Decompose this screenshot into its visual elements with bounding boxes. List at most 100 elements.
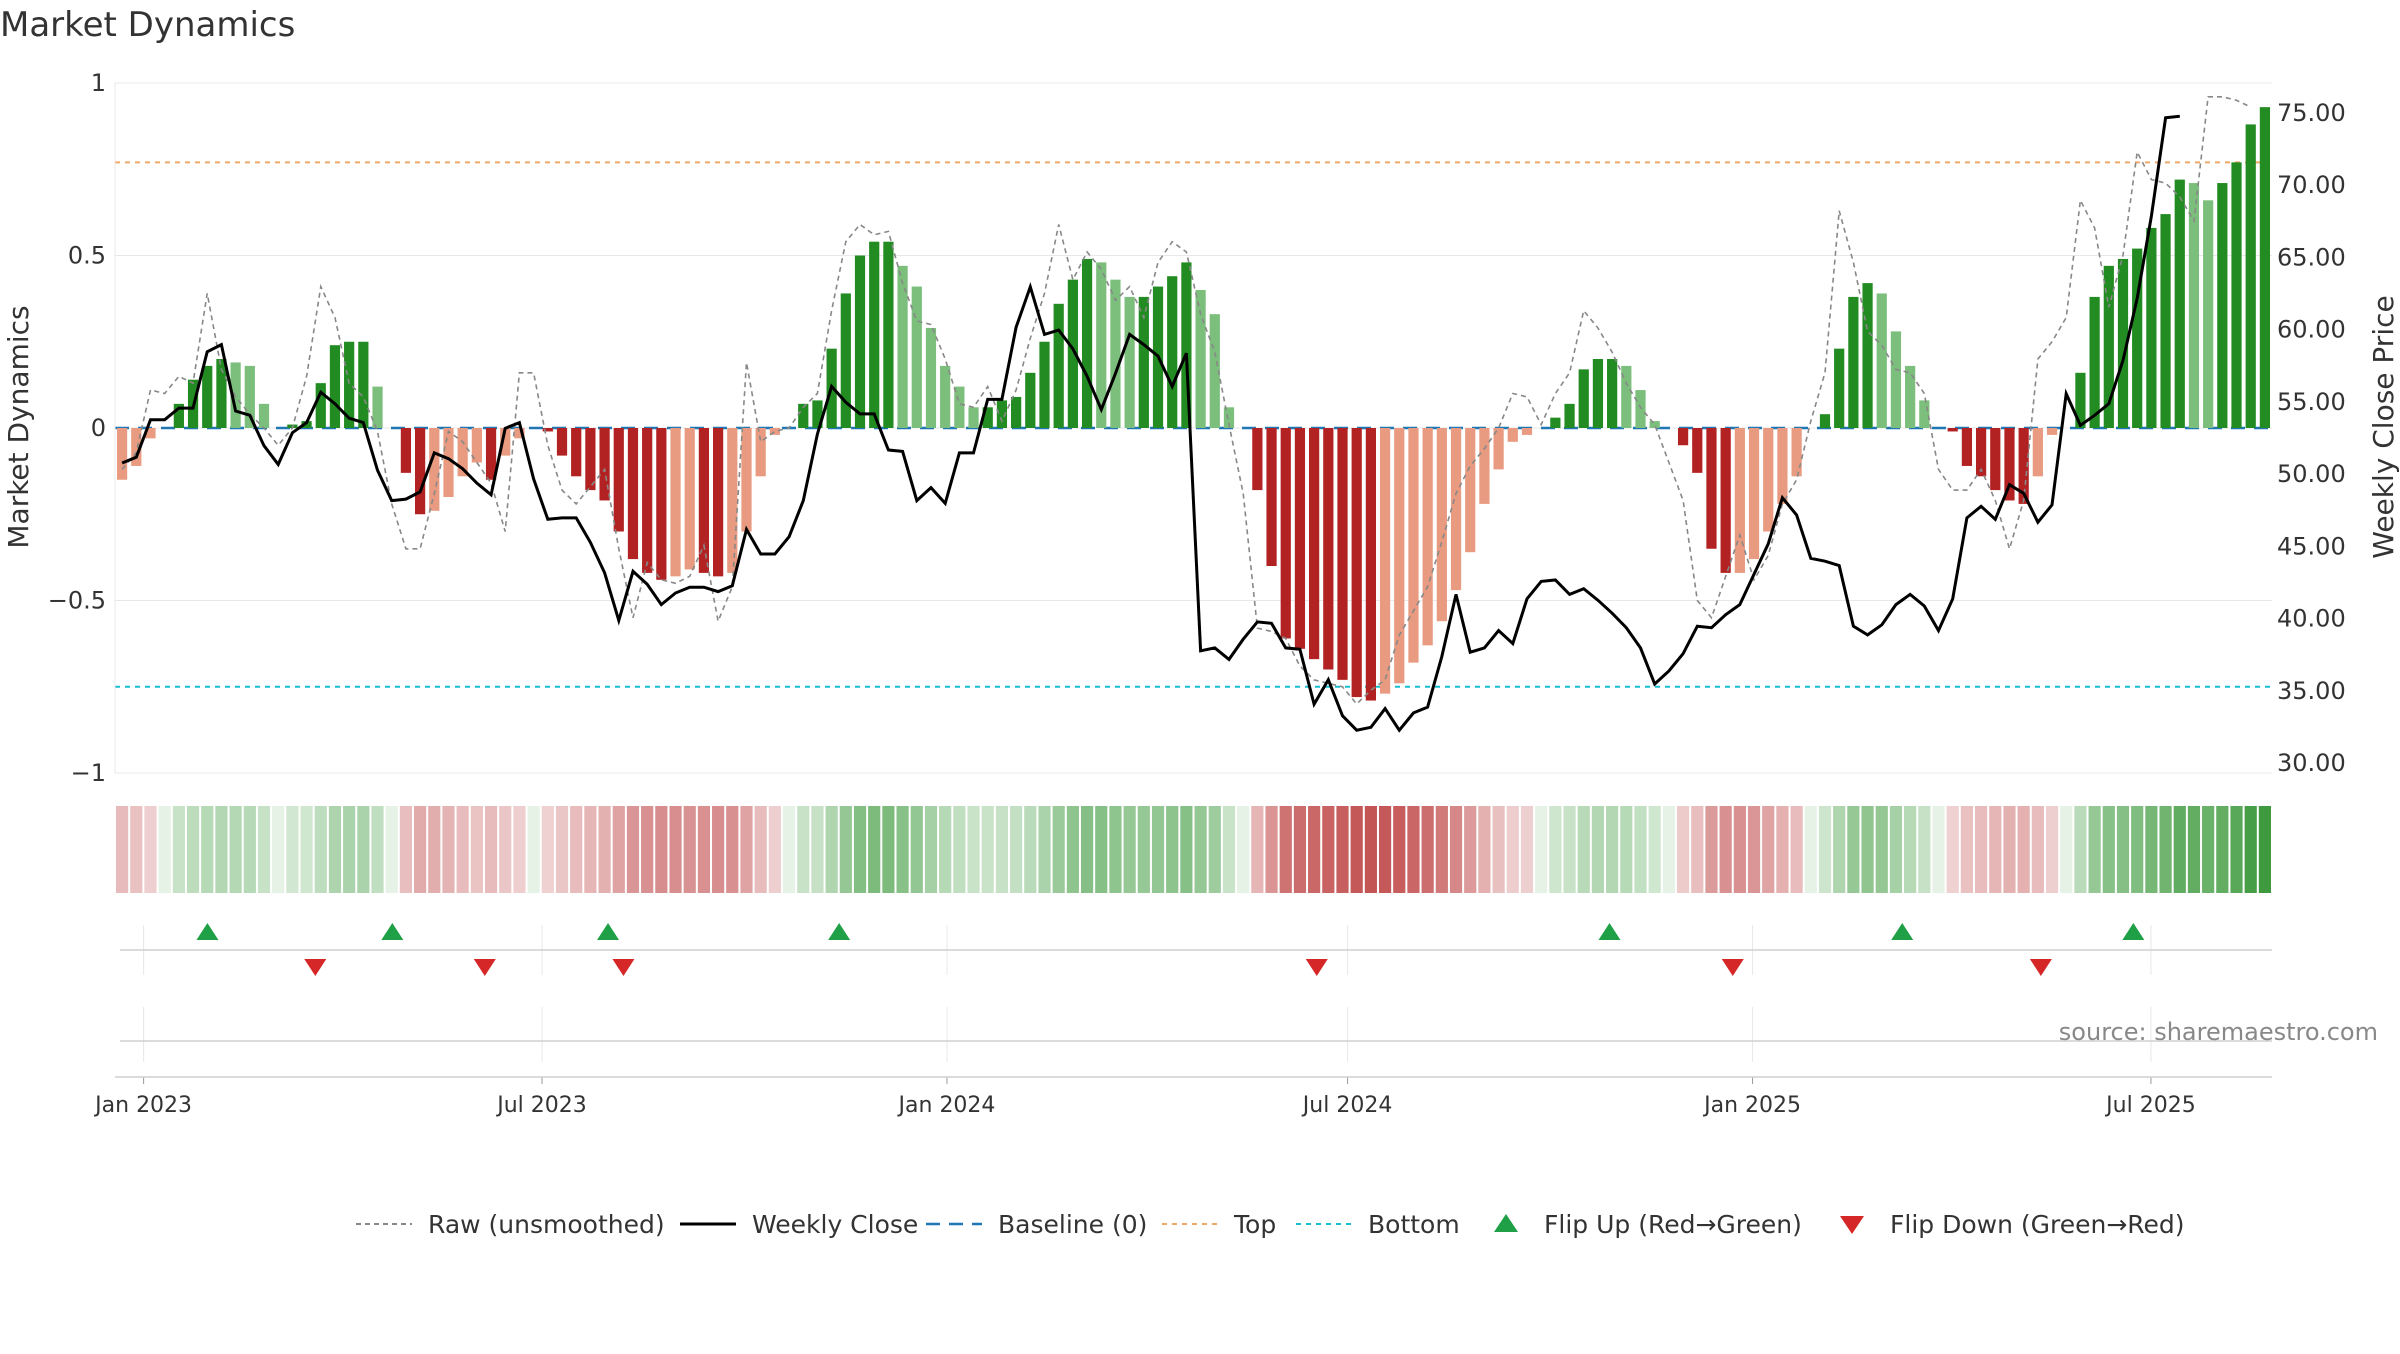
- dynamics-bar: [954, 386, 965, 428]
- regime-cell: [2202, 806, 2215, 893]
- dynamics-bar: [1209, 314, 1220, 428]
- dynamics-bar: [2046, 428, 2058, 435]
- dynamics-bar: [2103, 265, 2114, 428]
- regime-cell: [1648, 806, 1661, 893]
- regime-cell: [939, 806, 952, 893]
- dynamics-bar: [2231, 162, 2242, 428]
- regime-cell: [598, 806, 611, 893]
- regime-cell: [2131, 806, 2144, 893]
- regime-cell: [257, 806, 271, 893]
- dynamics-bar: [741, 428, 752, 532]
- dynamics-bar: [1947, 428, 1958, 432]
- dynamics-bar: [1961, 428, 1973, 466]
- regime-cell: [1691, 806, 1704, 893]
- regime-cell: [740, 806, 753, 893]
- dynamics-bar: [1990, 428, 2001, 491]
- regime-cell: [1052, 806, 1065, 893]
- regime-cell: [1549, 806, 1562, 893]
- dynamics-bar: [1592, 359, 1604, 428]
- dynamics-bar: [1507, 428, 1518, 442]
- regime-cell: [1535, 806, 1548, 893]
- dynamics-bar: [202, 365, 213, 428]
- y-tick-label-left: 0: [91, 414, 106, 442]
- dynamics-bar: [1607, 359, 1618, 428]
- regime-cell: [2145, 806, 2158, 893]
- regime-cell: [910, 806, 923, 893]
- regime-cell: [2074, 806, 2087, 893]
- y-tick-label-right: 65.00: [2277, 243, 2346, 271]
- flip-down-marker: [612, 959, 635, 976]
- regime-cell: [286, 806, 299, 893]
- dynamics-bar: [1890, 331, 1902, 428]
- dynamics-bar: [1862, 283, 1873, 428]
- dynamics-bar: [869, 241, 880, 428]
- dynamics-bar: [1621, 365, 1632, 428]
- regime-cell: [2045, 806, 2059, 893]
- dynamics-bar: [1081, 258, 1093, 428]
- dynamics-bar: [1351, 428, 1362, 698]
- regime-cell: [300, 806, 313, 893]
- regime-cell: [2017, 806, 2030, 893]
- dynamics-bar: [216, 359, 227, 428]
- regime-cell: [1208, 806, 1221, 893]
- flip-up-marker: [828, 923, 851, 940]
- flip-down-marker: [473, 959, 496, 976]
- dynamics-bar: [1365, 428, 1376, 701]
- flip-up-marker: [2122, 923, 2145, 940]
- dynamics-bar: [769, 428, 780, 435]
- regime-cell: [428, 806, 441, 893]
- regime-cell: [1407, 806, 1420, 893]
- regime-cell: [1322, 806, 1335, 893]
- flip-up-marker: [597, 923, 620, 940]
- dynamics-bar: [1039, 341, 1050, 428]
- dynamics-bar: [1337, 428, 1348, 680]
- regime-cell: [584, 806, 597, 893]
- regime-cell: [868, 806, 881, 893]
- dynamics-bar: [315, 383, 326, 428]
- regime-cell: [669, 806, 682, 893]
- dynamics-bar: [358, 341, 369, 428]
- dynamics-bar: [1323, 428, 1334, 670]
- regime-cell: [1109, 806, 1122, 893]
- legend-label: Flip Down (Green→Red): [1890, 1210, 2185, 1239]
- dynamics-bar: [840, 293, 851, 428]
- regime-cell: [1251, 806, 1264, 893]
- flip-down-marker: [1721, 959, 1744, 976]
- dynamics-bar: [1677, 428, 1689, 446]
- regime-cell: [712, 806, 725, 893]
- dynamics-bar: [2117, 258, 2129, 428]
- legend-label: Weekly Close: [752, 1210, 918, 1239]
- regime-cell: [1804, 806, 1817, 893]
- regime-cell: [626, 806, 640, 893]
- regime-cell: [782, 806, 796, 893]
- dynamics-bar: [599, 428, 610, 501]
- grid-lines: [115, 82, 2272, 1062]
- dynamics-bar: [1124, 296, 1135, 428]
- regime-cell: [825, 806, 838, 893]
- regime-cell: [2216, 806, 2229, 893]
- regime-cell: [513, 806, 526, 893]
- flip-up-marker: [196, 923, 219, 940]
- regime-cell: [1946, 806, 1959, 893]
- dynamics-bar: [1521, 428, 1533, 435]
- dynamics-bar: [485, 428, 497, 480]
- regime-cell: [158, 806, 171, 893]
- dynamics-bar: [883, 241, 894, 428]
- dynamics-bar: [1067, 279, 1078, 428]
- dynamics-bar: [1763, 428, 1774, 532]
- legend-label: Bottom: [1368, 1210, 1460, 1239]
- y-tick-label-right: 30.00: [2277, 749, 2346, 777]
- dynamics-bar: [1848, 296, 1859, 428]
- regime-cell: [683, 806, 696, 893]
- dynamics-bar: [258, 403, 270, 428]
- dynamics-bar: [812, 400, 823, 428]
- regime-cell: [2258, 806, 2271, 893]
- regime-cell: [655, 806, 668, 893]
- raw-line: [121, 96, 2252, 706]
- dynamics-bar: [670, 428, 681, 577]
- regime-cell: [144, 806, 157, 893]
- regime-cell: [1960, 806, 1973, 893]
- regime-cell: [1464, 806, 1477, 893]
- regime-cell: [2230, 806, 2243, 893]
